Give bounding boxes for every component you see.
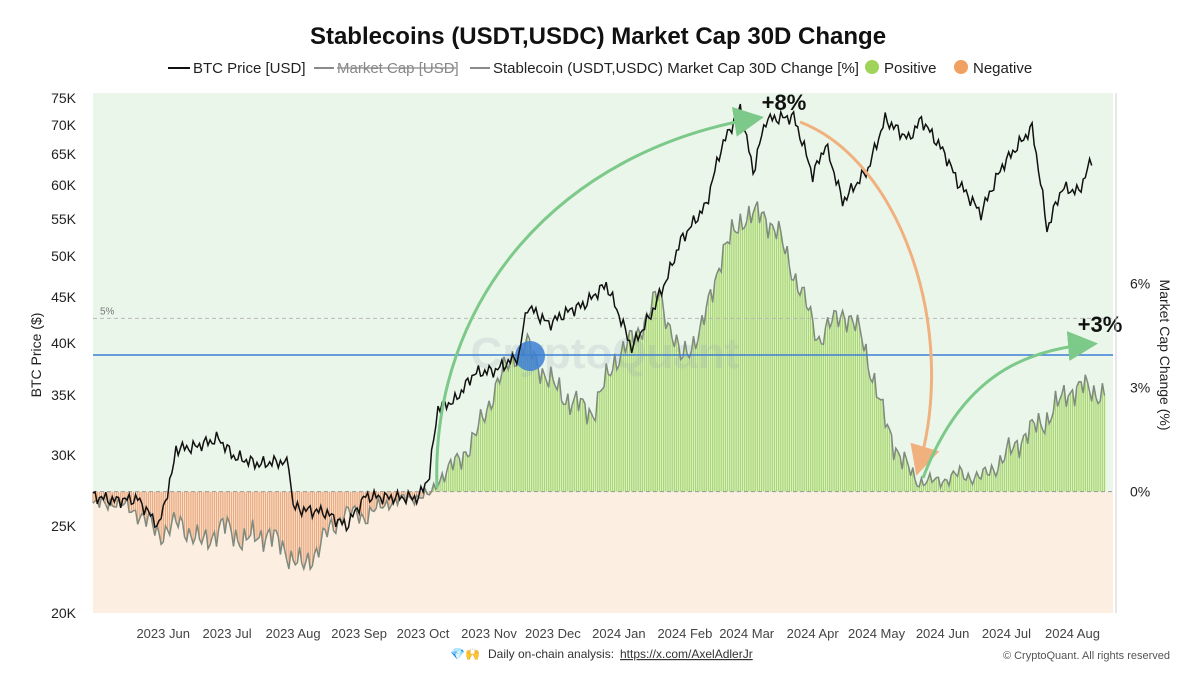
left-axis-tick: 20K (51, 605, 77, 621)
x-axis-tick: 2024 Feb (657, 626, 712, 641)
x-axis-tick: 2023 Dec (525, 626, 581, 641)
x-axis-tick: 2023 Sep (331, 626, 387, 641)
fall-arrow (799, 120, 940, 476)
footer-copyright: © CryptoQuant. All rights reserved (1003, 650, 1170, 662)
positive-region (93, 93, 1113, 492)
left-axis-tick: 25K (51, 518, 77, 534)
left-axis-tick: 70K (51, 117, 77, 133)
x-axis-ticks: 2023 Jun 2023 Jul 2023 Aug 2023 Sep 2023 Oct… (136, 626, 1099, 641)
x-axis-tick: 2023 Nov (461, 626, 517, 641)
left-axis-tick: 50K (51, 248, 77, 264)
x-axis-tick: 2024 Aug (1045, 626, 1100, 641)
left-axis-label: BTC Price ($) (28, 313, 44, 398)
right-axis-ticks: 6% 3% 0% (1130, 276, 1150, 500)
reference-line-5pct-label: 5% (100, 306, 115, 317)
right-axis-tick: 3% (1130, 380, 1150, 396)
left-axis-tick: 60K (51, 177, 77, 193)
x-axis-tick: 2023 Jul (203, 626, 252, 641)
marker-dot (515, 341, 545, 371)
legend-negative-swatch (954, 60, 968, 74)
left-axis-tick: 30K (51, 447, 77, 463)
legend-negative-label: Negative (973, 60, 1032, 77)
annotation-plus-8: +8% (762, 90, 807, 115)
legend-positive-label: Positive (884, 60, 937, 77)
right-axis-label: Market Cap Change (%) (1157, 280, 1173, 431)
x-axis-tick: 2023 Aug (266, 626, 321, 641)
chart-title: Stablecoins (USDT,USDC) Market Cap 30D C… (310, 23, 886, 50)
left-axis-ticks: 75K 70K 65K 60K 55K 50K 45K 40K 35K 30K 25K 20K (51, 90, 77, 621)
left-axis-tick: 75K (51, 90, 77, 106)
annotation-plus-3: +3% (1078, 312, 1123, 337)
legend-positive-swatch (865, 60, 879, 74)
x-axis-tick: 2024 Jan (592, 626, 646, 641)
x-axis-tick: 2023 Oct (397, 626, 450, 641)
left-axis-tick: 55K (51, 211, 77, 227)
left-axis-tick: 35K (51, 387, 77, 403)
legend-change-label: Stablecoin (USDT,USDC) Market Cap 30D Ch… (493, 60, 859, 77)
legend-btc-label: BTC Price [USD] (193, 60, 306, 77)
change-pct-line (92, 201, 1106, 572)
x-axis-tick: 2024 May (848, 626, 906, 641)
x-axis-tick: 2024 Apr (787, 626, 840, 641)
left-axis-tick: 45K (51, 289, 77, 305)
x-axis-tick: 2024 Jul (982, 626, 1031, 641)
left-axis-tick: 40K (51, 335, 77, 351)
footer-text: Daily on-chain analysis: (488, 647, 614, 661)
footer-emoji: 💎🙌 (450, 647, 480, 661)
rise-arrow-2 (921, 331, 1098, 479)
x-axis-tick: 2024 Jun (916, 626, 970, 641)
x-axis-tick: 2024 Mar (719, 626, 775, 641)
rise-arrow-1 (435, 107, 764, 489)
left-axis-tick: 65K (51, 146, 77, 162)
btc-price-line (92, 103, 1093, 533)
footer-link[interactable]: https://x.com/AxelAdlerJr (620, 647, 753, 661)
right-axis-tick: 0% (1130, 484, 1150, 500)
legend: BTC Price [USD] Market Cap [USD] Stablec… (168, 60, 1032, 77)
change-bars (92, 201, 1106, 570)
x-axis-tick: 2023 Jun (136, 626, 190, 641)
right-axis-tick: 6% (1130, 276, 1150, 292)
